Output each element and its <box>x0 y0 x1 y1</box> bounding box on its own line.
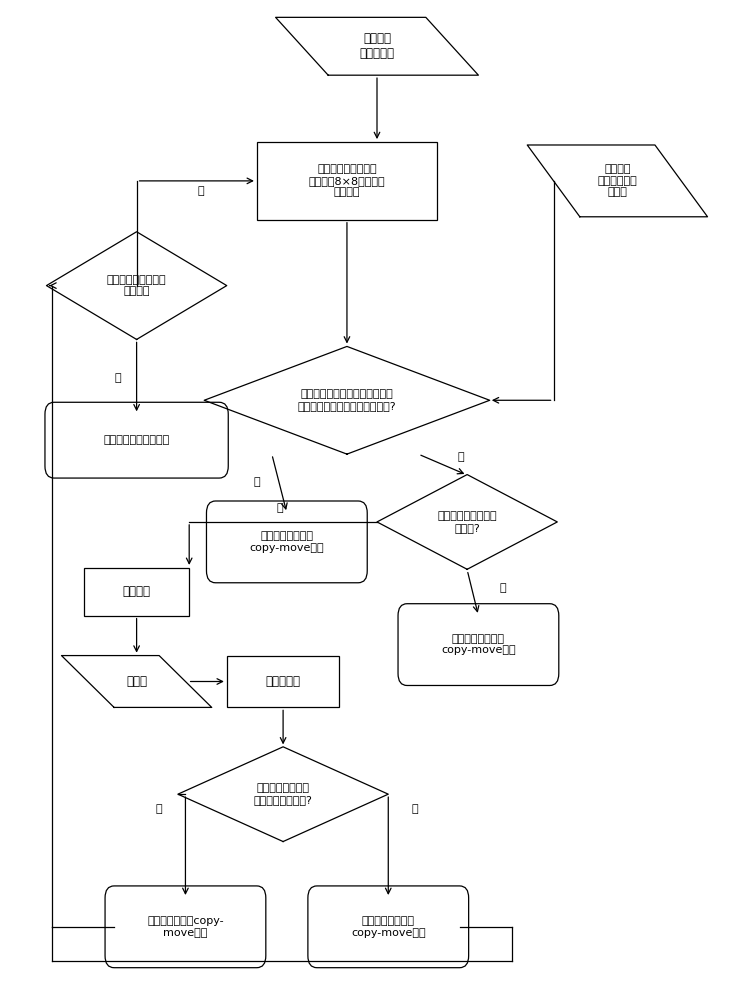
FancyBboxPatch shape <box>207 501 367 583</box>
Polygon shape <box>62 656 212 707</box>
Polygon shape <box>377 475 557 569</box>
Polygon shape <box>178 747 388 842</box>
Text: 处理后的
待检测视频: 处理后的 待检测视频 <box>360 32 394 60</box>
Bar <box>227 656 339 707</box>
Polygon shape <box>527 145 707 217</box>
Polygon shape <box>47 232 227 339</box>
Text: 是: 是 <box>276 503 283 513</box>
Text: 是否检测完待测视频
的所有帧: 是否检测完待测视频 的所有帧 <box>107 275 167 296</box>
Text: 二值图: 二值图 <box>126 675 147 688</box>
Polygon shape <box>204 346 489 454</box>
Text: 形态学滤波: 形态学滤波 <box>265 675 301 688</box>
Text: 否: 否 <box>411 804 418 814</box>
Text: 相位相关峰值以及待测两帧时间
下标的间隔是否均大于设定阈值?: 相位相关峰值以及待测两帧时间 下标的间隔是否均大于设定阈值? <box>298 389 397 411</box>
Text: 是: 是 <box>115 373 121 383</box>
Text: 否: 否 <box>197 186 204 196</box>
FancyBboxPatch shape <box>45 402 228 478</box>
Text: 块级匹配: 块级匹配 <box>123 585 151 598</box>
Text: 二值图最大连通的
面积是否大于阈值?: 二值图最大连通的 面积是否大于阈值? <box>253 783 313 805</box>
Text: 两帧间存在帧内copy-
move篡改: 两帧间存在帧内copy- move篡改 <box>147 916 224 938</box>
FancyBboxPatch shape <box>105 886 266 968</box>
Text: 读取任意两帧，将视
频帧分为8×8相互交叠
的像素块: 读取任意两帧，将视 频帧分为8×8相互交叠 的像素块 <box>308 164 385 197</box>
Text: 是: 是 <box>156 804 162 814</box>
FancyBboxPatch shape <box>398 604 559 685</box>
Text: 两帧间不存在帧内
copy-move篡改: 两帧间不存在帧内 copy-move篡改 <box>351 916 425 938</box>
Text: 否: 否 <box>500 583 507 593</box>
Text: 时间阈值
和相位相关峰
值阈值: 时间阈值 和相位相关峰 值阈值 <box>597 164 637 197</box>
FancyBboxPatch shape <box>308 886 469 968</box>
Text: 相对位移是否大于设
定阈值?: 相对位移是否大于设 定阈值? <box>437 511 497 533</box>
Text: 进入时间下标分组判决: 进入时间下标分组判决 <box>103 435 170 445</box>
Text: 是: 是 <box>458 452 464 462</box>
Text: 两帧间不存在帧内
copy-move篡改: 两帧间不存在帧内 copy-move篡改 <box>441 634 516 655</box>
Text: 两帧间不存在帧内
copy-move篡改: 两帧间不存在帧内 copy-move篡改 <box>250 531 324 553</box>
Bar <box>84 568 189 616</box>
Text: 否: 否 <box>253 477 260 487</box>
Polygon shape <box>275 17 479 75</box>
Bar <box>257 142 437 220</box>
